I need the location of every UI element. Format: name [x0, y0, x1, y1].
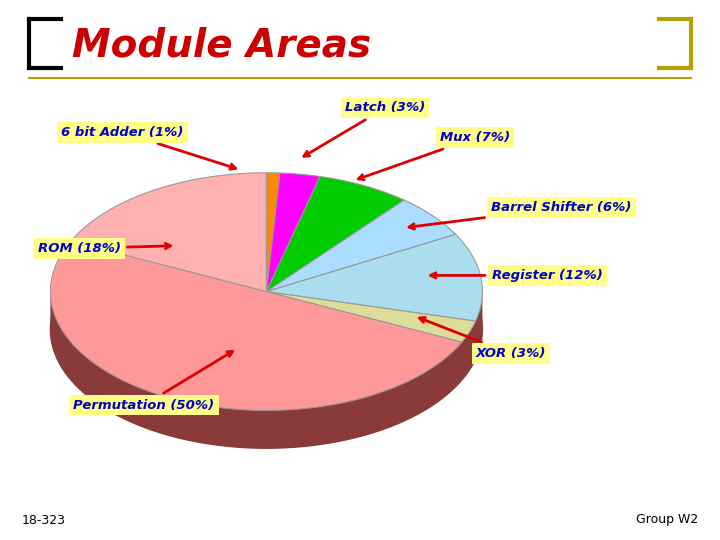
Polygon shape [50, 211, 482, 448]
Polygon shape [71, 173, 266, 292]
Text: 18-323: 18-323 [22, 514, 66, 526]
Polygon shape [266, 292, 462, 380]
Text: Group W2: Group W2 [636, 514, 698, 526]
Polygon shape [50, 241, 462, 410]
Polygon shape [266, 292, 462, 380]
Text: Latch (3%): Latch (3%) [304, 102, 426, 156]
Text: Module Areas: Module Areas [72, 27, 371, 65]
Polygon shape [266, 173, 280, 292]
Text: Mux (7%): Mux (7%) [359, 131, 510, 180]
Polygon shape [266, 234, 482, 321]
Polygon shape [266, 177, 404, 292]
Polygon shape [266, 173, 320, 292]
Text: XOR (3%): XOR (3%) [420, 318, 546, 360]
Text: Barrel Shifter (6%): Barrel Shifter (6%) [409, 201, 631, 229]
Polygon shape [266, 292, 476, 359]
Polygon shape [476, 292, 482, 359]
Polygon shape [462, 321, 476, 380]
Polygon shape [266, 200, 456, 292]
Text: Register (12%): Register (12%) [431, 269, 603, 282]
Text: Permutation (50%): Permutation (50%) [73, 352, 233, 411]
Polygon shape [266, 292, 476, 359]
Polygon shape [50, 292, 462, 448]
Polygon shape [266, 292, 476, 342]
Text: 6 bit Adder (1%): 6 bit Adder (1%) [61, 126, 235, 169]
Text: ROM (18%): ROM (18%) [37, 242, 171, 255]
